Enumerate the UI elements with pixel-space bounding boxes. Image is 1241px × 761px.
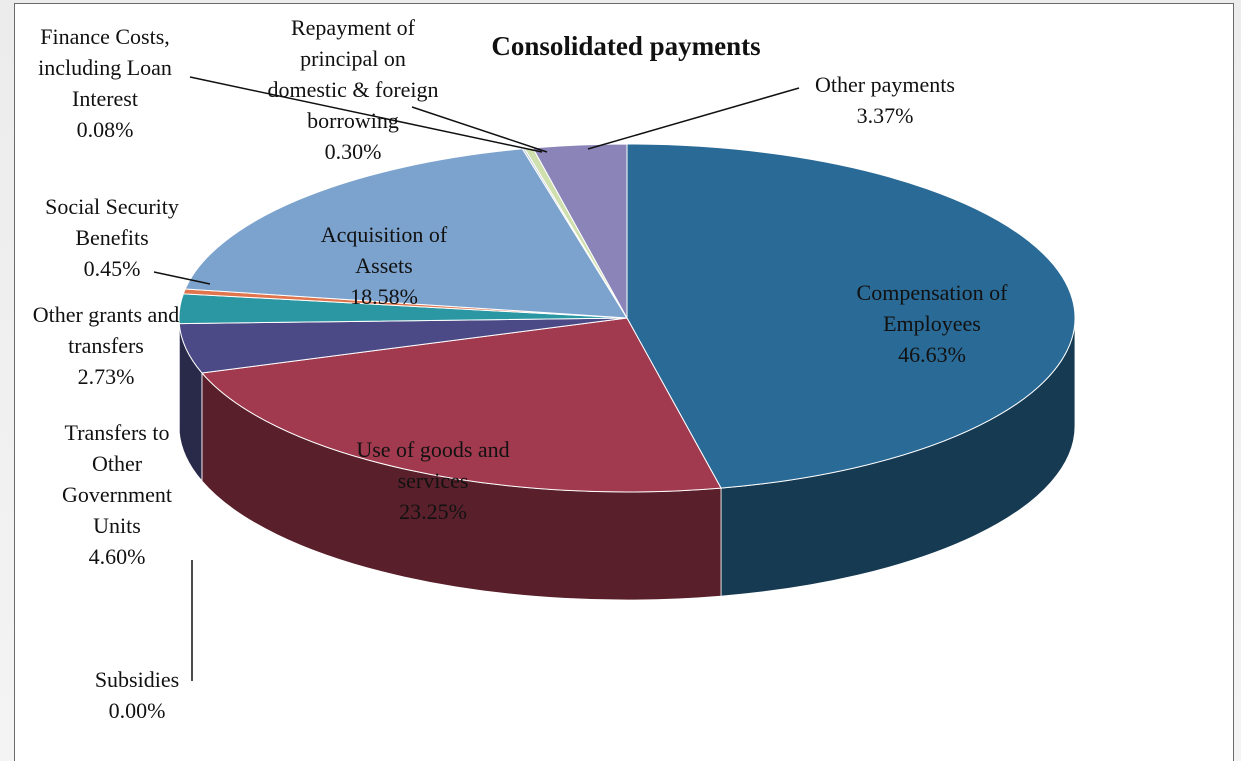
slice-value-label: 4.60% — [89, 544, 146, 569]
leader-line-social-security-benefits — [153, 271, 211, 285]
slice-label-name: Transfers to Other Government Units — [62, 420, 172, 538]
label-other-grants-and-transfers: Other grants and transfers 2.73% — [33, 302, 180, 389]
slice-labels: Compensation of Employees 46.63% Use of goo… — [33, 15, 1008, 723]
label-acquisition-of-assets: Acquisition of Assets 18.58% — [321, 222, 448, 309]
slice-value-label: 0.08% — [77, 117, 134, 142]
slice-label-name: Repayment of principal on domestic & forei… — [267, 15, 438, 133]
leader-lines — [153, 76, 800, 681]
label-compensation-of-employees: Compensation of Employees 46.63% — [857, 280, 1009, 367]
slice-label-name: Subsidies — [95, 667, 179, 692]
slice-value-label: 18.58% — [350, 284, 418, 309]
slice-acquisition-of-assets — [184, 148, 628, 319]
label-subsidies: Subsidies 0.00% — [95, 667, 179, 723]
slice-value-label: 3.37% — [857, 103, 914, 128]
slice-label-name: Compensation of Employees — [857, 280, 1009, 336]
slice-value-label: 0.45% — [84, 256, 141, 281]
leader-line-repayment-of-principal-on-domestic-foreign-borrowing — [411, 106, 548, 153]
leader-line-finance-costs-including-loan-interest — [189, 76, 543, 153]
slice-compensation-of-employees — [626, 143, 1076, 489]
label-use-of-goods-and-services: Use of goods and services 23.25% — [356, 437, 509, 524]
slice-label-name: Acquisition of Assets — [321, 222, 448, 278]
slice-label-name: Other grants and transfers — [33, 302, 180, 358]
slice-use-of-goods-and-services — [200, 317, 722, 493]
slice-label-name: Finance Costs, including Loan Interest — [38, 24, 172, 111]
label-transfers-to-other-government-units: Transfers to Other Government Units 4.60% — [62, 420, 172, 569]
slice-value-label: 0.00% — [109, 698, 166, 723]
slice-value-label: 2.73% — [78, 364, 135, 389]
pie-slices — [178, 143, 1076, 493]
slice-value-label: 46.63% — [898, 342, 966, 367]
slice-label-name: Other payments — [815, 72, 955, 97]
slice-value-label: 0.30% — [325, 139, 382, 164]
slice-label-name: Use of goods and services — [356, 437, 509, 493]
label-social-security-benefits: Social Security Benefits 0.45% — [45, 194, 179, 281]
label-other-payments: Other payments 3.37% — [815, 72, 955, 128]
slice-label-name: Social Security Benefits — [45, 194, 179, 250]
leader-line-other-payments — [587, 87, 800, 150]
label-repayment-of-principal-on-domestic-foreign-borrowing: Repayment of principal on domestic & forei… — [267, 15, 438, 164]
chart-title: Consolidated payments — [491, 31, 760, 61]
slice-value-label: 23.25% — [399, 499, 467, 524]
label-finance-costs-including-loan-interest: Finance Costs, including Loan Interest 0.08… — [38, 24, 172, 142]
